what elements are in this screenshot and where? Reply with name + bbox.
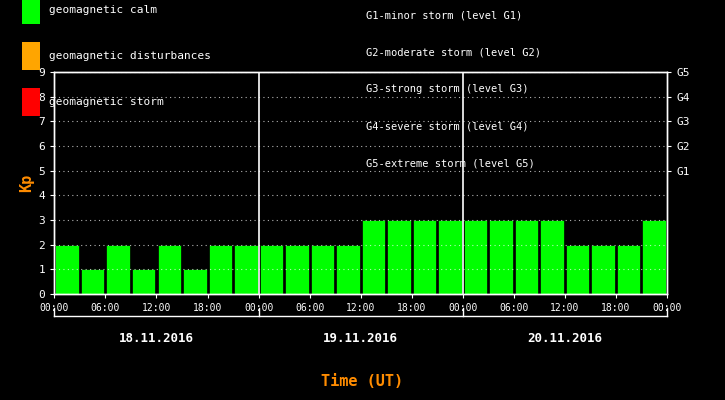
Bar <box>55 245 79 294</box>
Bar <box>107 245 130 294</box>
Bar <box>260 245 283 294</box>
Text: G5-extreme storm (level G5): G5-extreme storm (level G5) <box>366 159 535 169</box>
Bar <box>439 220 462 294</box>
Text: 19.11.2016: 19.11.2016 <box>323 332 398 345</box>
Bar <box>310 245 334 294</box>
Bar <box>362 220 385 294</box>
Y-axis label: Kp: Kp <box>20 174 34 192</box>
Bar <box>464 220 487 294</box>
Text: G2-moderate storm (level G2): G2-moderate storm (level G2) <box>366 47 541 57</box>
Bar <box>336 245 360 294</box>
Bar <box>234 245 257 294</box>
Bar <box>515 220 539 294</box>
Text: Time (UT): Time (UT) <box>321 374 404 389</box>
Bar <box>642 220 666 294</box>
Bar <box>209 245 232 294</box>
Bar <box>157 245 181 294</box>
Bar <box>285 245 309 294</box>
Bar <box>489 220 513 294</box>
Text: 18.11.2016: 18.11.2016 <box>119 332 194 345</box>
Bar <box>81 269 104 294</box>
Bar <box>592 245 615 294</box>
Bar <box>413 220 436 294</box>
Text: geomagnetic calm: geomagnetic calm <box>49 5 157 15</box>
Bar <box>566 245 589 294</box>
Text: G1-minor storm (level G1): G1-minor storm (level G1) <box>366 10 523 20</box>
Bar <box>132 269 155 294</box>
Bar <box>617 245 640 294</box>
Text: geomagnetic disturbances: geomagnetic disturbances <box>49 51 210 61</box>
Bar <box>183 269 207 294</box>
Text: geomagnetic storm: geomagnetic storm <box>49 97 163 107</box>
Bar <box>387 220 411 294</box>
Text: G3-strong storm (level G3): G3-strong storm (level G3) <box>366 84 529 94</box>
Text: G4-severe storm (level G4): G4-severe storm (level G4) <box>366 122 529 132</box>
Text: 20.11.2016: 20.11.2016 <box>527 332 602 345</box>
Bar <box>540 220 564 294</box>
